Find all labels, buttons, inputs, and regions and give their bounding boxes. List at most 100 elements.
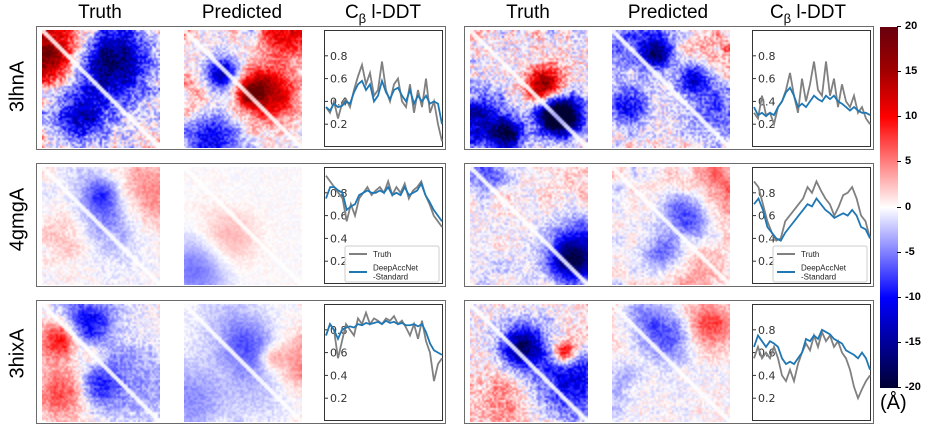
predicted-error-matrix [184,30,302,148]
panel-4gmgA-left: 0.2 0.4 0.6 0.8 Truth DeepAccNet -Standard [36,163,446,287]
colorbar-tick-label: -5 [905,245,915,258]
lddt-plot-svg: 0.20.40.60.8 [325,50,443,142]
legend: Truth DeepAccNet-Standard [344,245,440,283]
predicted-error-matrix [612,304,730,422]
predicted-error-matrix [612,167,730,285]
truth-error-matrix [42,304,160,422]
colorbar-tick: -15 [897,335,921,348]
title-truth-left: Truth [78,2,122,23]
colorbar-tick-label: -15 [905,335,921,348]
colorbar-tick: -20 [897,381,921,393]
y-tick-label: 0.6 [330,73,348,86]
series-deepaccnet-line [753,328,871,370]
legend-box [772,245,868,283]
truth-error-matrix [42,167,160,285]
colorbar-tick: -10 [897,290,921,303]
lddt-plot-svg: 0.20.40.60.8 [753,324,871,405]
colorbar-tick: 15 [896,65,918,78]
y-tick-label: 0.2 [330,255,348,268]
y-tick-label: 0.6 [330,210,348,223]
title-predicted-left: Predicted [201,2,283,23]
truth-matrix-canvas [470,304,588,422]
series-truth-line [325,61,443,142]
panel-3hixA-right: 0.2 0.4 0.6 0.8 [464,300,874,424]
colorbar-tick: 5 [896,155,912,168]
truth-error-matrix [470,304,588,422]
truth-error-matrix [42,30,160,148]
lddt-plot-svg: 0.20.40.60.8 [325,309,443,405]
y-tick-label: 0.8 [330,50,348,63]
colorbar-tick-label: -20 [905,381,921,393]
truth-matrix-canvas [42,304,160,422]
series-deepaccnet-line [753,86,871,118]
colorbar-tick-label: 0 [905,200,912,213]
panel-4gmgA-right: 0.2 0.4 0.6 0.8 Truth DeepAccNet -Standard [464,163,874,287]
series-deepaccnet-line [325,77,443,125]
series-truth-line [753,61,871,128]
y-tick-label: 0.8 [758,324,776,337]
title-truth-right: Truth [506,2,550,23]
colorbar-tick-label: 20 [905,20,918,32]
truth-matrix-canvas [42,167,160,285]
lddt-plot: 0.2 0.4 0.6 0.8 [752,30,871,147]
predicted-error-matrix [184,167,302,285]
colorbar-tick: 10 [896,110,918,123]
lddt-plot: 0.2 0.4 0.6 0.8 [324,30,443,147]
truth-matrix-canvas [42,30,160,148]
colorbar-tick-label: 5 [905,155,912,168]
y-tick-label: 0.2 [330,392,348,405]
colorbar [880,27,898,388]
legend-box [344,245,440,283]
truth-matrix-canvas [470,30,588,148]
colorbar-tick-label: 10 [905,110,918,123]
legend-item-truth-label: Truth [373,250,391,259]
colorbar-tick: 0 [896,200,912,213]
row-label-3lhnA: 3lhnA [6,60,29,113]
panel-3lhnA-right: 0.2 0.4 0.6 0.8 [464,26,874,150]
colorbar-tick: -5 [897,245,915,258]
predicted-matrix-canvas [184,30,302,148]
lddt-plot: 0.2 0.4 0.6 0.8 [324,304,443,421]
lddt-plot: 0.2 0.4 0.6 0.8 [752,304,871,421]
title-lddt-right: Cβ l-DDT [769,2,847,26]
legend: Truth DeepAccNet-Standard [772,245,868,283]
predicted-matrix-canvas [184,304,302,422]
y-tick-label: 0.4 [758,369,776,382]
panel-3hixA-left: 0.2 0.4 0.6 0.8 [36,300,446,424]
legend-item-deepaccnet-label: DeepAccNet [801,264,847,273]
y-tick-label: 0.4 [330,232,348,245]
panel-3lhnA-left: 0.2 0.4 0.6 0.8 [36,26,446,150]
colorbar-tick-label: 15 [905,65,918,78]
y-tick-label: 0.2 [758,392,776,405]
title-lddt-left: Cβ l-DDT [344,2,422,26]
y-tick-label: 0.4 [330,369,348,382]
y-tick-label: 0.6 [758,73,776,86]
predicted-matrix-canvas [612,30,730,148]
series-truth-line [753,329,871,401]
truth-error-matrix [470,30,588,148]
predicted-matrix-canvas [612,304,730,422]
colorbar-tick: 20 [896,20,918,32]
legend-item-deepaccnet-label: DeepAccNet [373,264,419,273]
colorbar-tick-label: -10 [905,290,921,303]
predicted-matrix-canvas [612,167,730,285]
predicted-error-matrix [612,30,730,148]
predicted-error-matrix [184,304,302,422]
series-deepaccnet-line [325,181,443,222]
truth-error-matrix [470,167,588,285]
y-tick-label: 0.8 [758,50,776,63]
y-tick-label: 0.4 [758,232,776,245]
y-tick-label: 0.2 [758,118,776,131]
colorbar-unit: (Å) [880,392,907,414]
lddt-plot: 0.2 0.4 0.6 0.8 Truth DeepAccNet -Standard [752,167,871,284]
truth-matrix-canvas [470,167,588,285]
predicted-matrix-canvas [184,167,302,285]
title-predicted-right: Predicted [627,2,709,23]
legend-item-truth-label: Truth [801,250,819,259]
y-tick-label: 0.8 [758,187,776,200]
row-label-3hixA: 3hixA [6,328,29,379]
legend-item-deepaccnet-label: -Standard [373,273,408,282]
y-tick-label: 0.2 [758,255,776,268]
